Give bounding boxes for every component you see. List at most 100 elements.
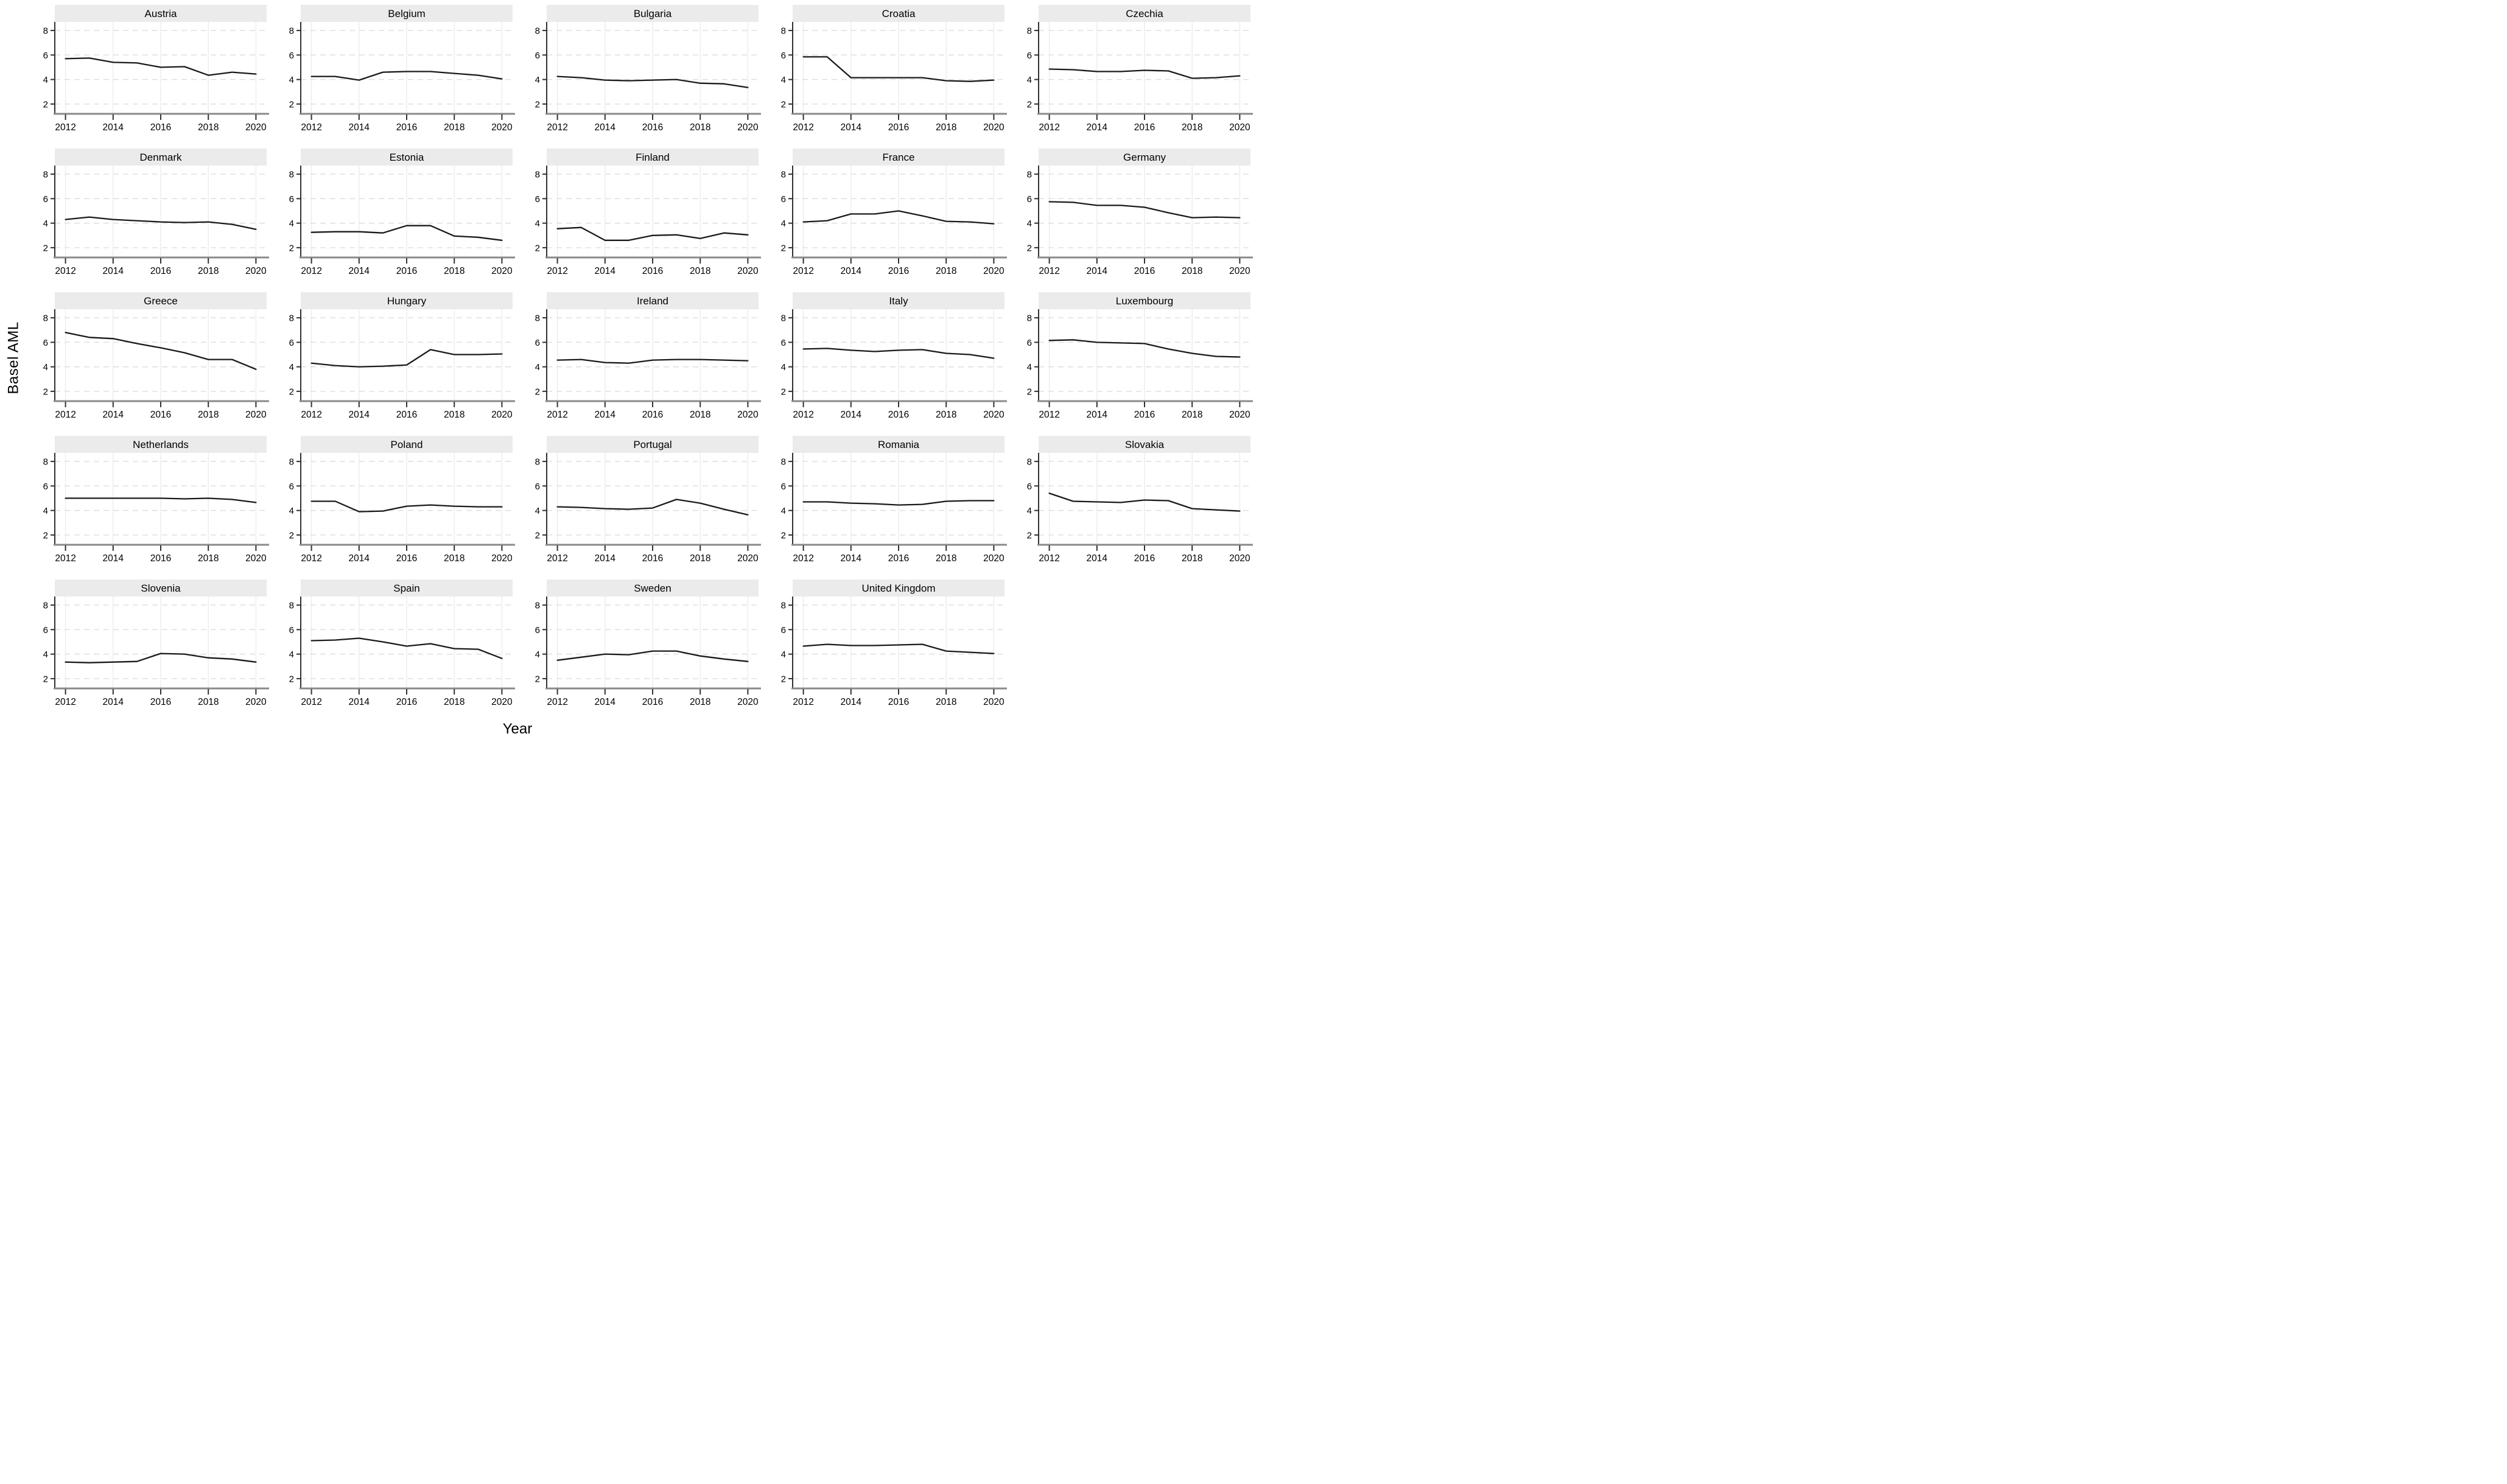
x-tick-label: 2014 xyxy=(103,553,124,564)
y-tick-label: 6 xyxy=(535,481,540,492)
x-tick-label: 2018 xyxy=(444,697,465,707)
y-tick-label: 8 xyxy=(781,26,786,37)
y-tick-label: 8 xyxy=(43,601,48,611)
y-tick-label: 8 xyxy=(535,313,540,324)
x-tick-label: 2016 xyxy=(888,553,909,564)
y-tick-label: 8 xyxy=(1027,26,1032,37)
panel-title-strip xyxy=(1039,436,1250,453)
x-tick-label: 2018 xyxy=(936,266,956,276)
panel-title: Portugal xyxy=(633,439,671,450)
x-tick-label: 2020 xyxy=(245,122,267,133)
y-tick-label: 2 xyxy=(781,99,786,110)
panel-title-strip xyxy=(793,292,1005,309)
data-line xyxy=(65,57,257,76)
x-tick-label: 2018 xyxy=(198,266,219,276)
x-tick-label: 2020 xyxy=(1229,266,1250,276)
y-tick-label: 2 xyxy=(289,387,294,397)
panel-title: Netherlands xyxy=(133,439,189,450)
panel-title: Germany xyxy=(1123,152,1166,163)
data-line xyxy=(1048,68,1241,79)
x-tick-label: 2014 xyxy=(103,410,124,420)
panel-italy: Italy 2 4 6 8 2012 2014 2016 2018 2020 xyxy=(781,292,1007,420)
panel-title: Greece xyxy=(144,295,178,307)
x-tick-label: 2016 xyxy=(642,266,663,276)
panel-title: Czechia xyxy=(1126,8,1163,19)
panel-title: Ireland xyxy=(637,295,668,307)
y-tick-label: 4 xyxy=(781,75,786,85)
y-tick-label: 2 xyxy=(1027,99,1032,110)
data-line xyxy=(556,359,749,364)
panel-title: Estonia xyxy=(390,152,424,163)
x-tick-label: 2018 xyxy=(198,553,219,564)
x-tick-label: 2018 xyxy=(444,122,465,133)
x-tick-label: 2016 xyxy=(396,266,417,276)
y-tick-label: 4 xyxy=(43,75,48,85)
y-tick-label: 6 xyxy=(289,625,294,635)
x-tick-label: 2016 xyxy=(888,697,909,707)
panel-luxembourg: Luxembourg 2 4 6 8 2012 2014 2016 2018 2020 xyxy=(1027,292,1253,420)
x-tick-label: 2014 xyxy=(595,410,616,420)
data-line xyxy=(1048,339,1241,358)
panel-title-strip xyxy=(55,5,267,22)
panel-title-strip xyxy=(301,292,513,309)
x-tick-label: 2020 xyxy=(1229,410,1250,420)
panel-croatia: Croatia 2 4 6 8 2012 2014 2016 2018 2020 xyxy=(781,5,1007,133)
x-tick-label: 2018 xyxy=(936,553,956,564)
figure: Basel AML Austria 2 4 6 8 2012 2014 2016 2018 202… xyxy=(0,0,1254,742)
y-tick-label: 4 xyxy=(289,75,294,85)
y-tick-label: 4 xyxy=(43,506,48,516)
x-tick-label: 2020 xyxy=(245,266,267,276)
x-tick-label: 2020 xyxy=(983,410,1005,420)
panel-title-strip xyxy=(301,5,513,22)
panel-ireland: Ireland 2 4 6 8 2012 2014 2016 2018 2020 xyxy=(535,292,761,420)
x-tick-label: 2020 xyxy=(983,553,1005,564)
y-tick-label: 8 xyxy=(535,170,540,180)
panel-netherlands: Netherlands 2 4 6 8 2012 2014 2016 2018 2020 xyxy=(43,436,269,564)
x-tick-label: 2020 xyxy=(491,410,513,420)
y-tick-label: 4 xyxy=(43,649,48,660)
y-tick-label: 6 xyxy=(43,194,48,205)
x-tick-label: 2020 xyxy=(983,122,1005,133)
y-tick-label: 8 xyxy=(535,601,540,611)
x-tick-label: 2014 xyxy=(841,266,862,276)
x-tick-label: 2016 xyxy=(396,122,417,133)
x-tick-label: 2012 xyxy=(301,410,321,420)
x-tick-label: 2016 xyxy=(396,697,417,707)
panel-sweden: Sweden 2 4 6 8 2012 2014 2016 2018 2020 xyxy=(535,579,761,707)
panel-austria: Austria 2 4 6 8 2012 2014 2016 2018 2020 xyxy=(43,5,269,133)
panel-title-strip xyxy=(55,579,267,597)
x-tick-label: 2018 xyxy=(198,697,219,707)
y-tick-label: 6 xyxy=(1027,51,1032,61)
y-tick-label: 4 xyxy=(781,362,786,373)
x-tick-label: 2020 xyxy=(1229,553,1250,564)
panel-title-strip xyxy=(55,436,267,453)
x-tick-label: 2014 xyxy=(349,553,370,564)
panel-greece: Greece 2 4 6 8 2012 2014 2016 2018 2020 xyxy=(43,292,269,420)
y-axis-label: Basel AML xyxy=(5,321,23,394)
panel-title: United Kingdom xyxy=(862,583,936,594)
x-tick-label: 2020 xyxy=(245,553,267,564)
x-tick-label: 2020 xyxy=(491,697,513,707)
panel-title: Bulgaria xyxy=(634,8,672,19)
x-tick-label: 2016 xyxy=(642,697,663,707)
x-tick-label: 2018 xyxy=(444,266,465,276)
panel-slovenia: Slovenia 2 4 6 8 2012 2014 2016 2018 2020 xyxy=(43,579,269,707)
y-tick-label: 4 xyxy=(1027,506,1032,516)
x-tick-label: 2014 xyxy=(595,553,616,564)
y-tick-label: 8 xyxy=(781,170,786,180)
panel-france: France 2 4 6 8 2012 2014 2016 2018 2020 xyxy=(781,149,1007,276)
y-tick-label: 6 xyxy=(781,194,786,205)
data-line xyxy=(802,500,995,506)
y-tick-label: 6 xyxy=(781,625,786,635)
panel-title: Finland xyxy=(636,152,670,163)
x-tick-label: 2012 xyxy=(547,697,567,707)
y-tick-label: 8 xyxy=(781,601,786,611)
data-line xyxy=(1048,201,1241,219)
x-tick-label: 2014 xyxy=(841,122,862,133)
x-tick-label: 2016 xyxy=(888,266,909,276)
y-tick-label: 2 xyxy=(43,674,48,684)
y-tick-label: 4 xyxy=(535,75,540,85)
data-line xyxy=(310,225,503,241)
y-tick-label: 2 xyxy=(1027,387,1032,397)
x-tick-label: 2018 xyxy=(690,122,710,133)
